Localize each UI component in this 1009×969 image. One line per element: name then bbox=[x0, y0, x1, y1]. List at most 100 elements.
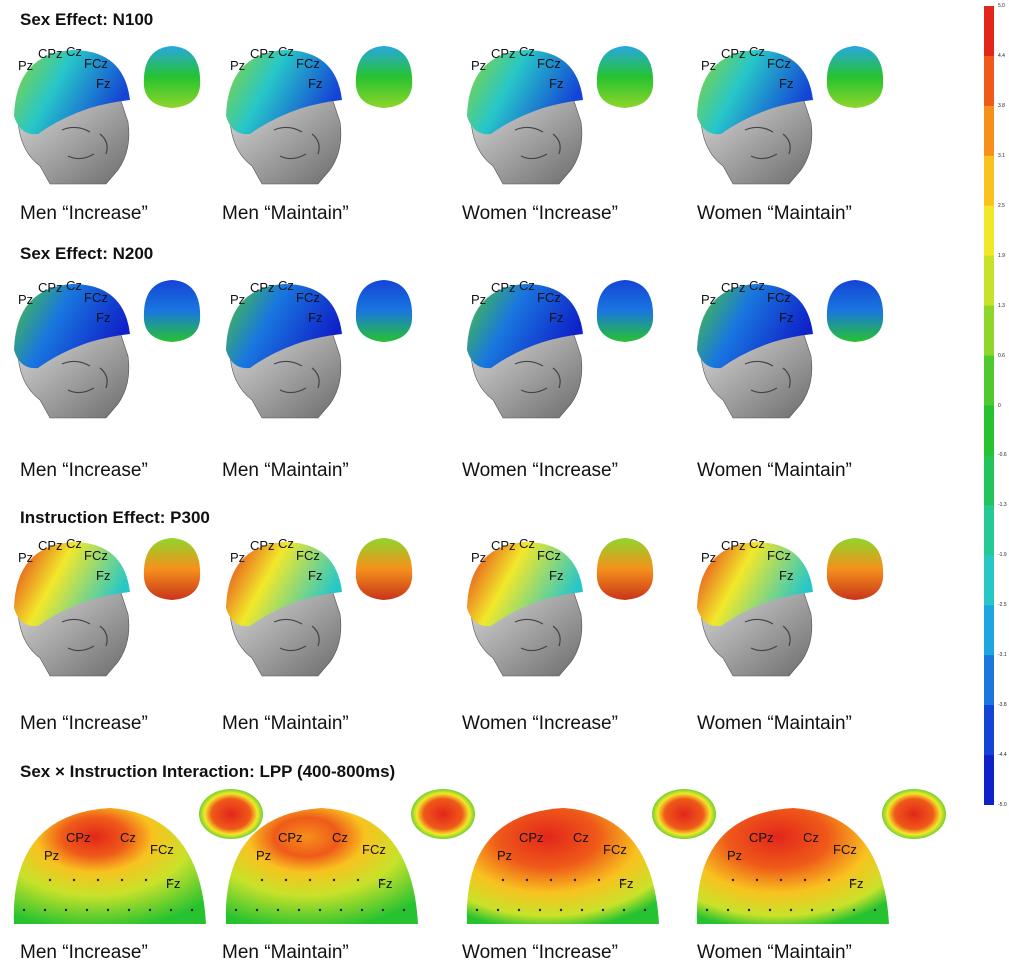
panel-label: Men “Maintain” bbox=[222, 203, 349, 224]
head-3d-render bbox=[222, 272, 352, 422]
colorbar-tick-label: -5.0 bbox=[998, 802, 1007, 808]
section-title: Sex Effect: N200 bbox=[20, 244, 154, 263]
colorbar-tick-label: 4.4 bbox=[998, 52, 1005, 59]
colorbar-swatch bbox=[984, 6, 994, 57]
electrode-label-fcz: FCz bbox=[84, 56, 108, 71]
panel-label: Men “Increase” bbox=[20, 713, 148, 734]
panel-label: Women “Increase” bbox=[462, 203, 618, 224]
scalp-back-view bbox=[350, 276, 418, 346]
electrode-label-fz: Fz bbox=[96, 76, 111, 91]
colorbar-swatch bbox=[984, 305, 994, 357]
scalp-potential-cap bbox=[467, 542, 583, 627]
electrode-label-fz: Fz bbox=[308, 76, 323, 91]
panel-label: Men “Increase” bbox=[20, 203, 148, 224]
colorbar-tick-label: 3.1 bbox=[998, 152, 1005, 159]
scalp-back-view bbox=[138, 276, 206, 346]
colorbar-tick-label: 2.5 bbox=[998, 202, 1005, 209]
electrode-label-cz: Cz bbox=[573, 830, 589, 845]
scalp-back-view bbox=[138, 42, 206, 112]
topographic-map bbox=[693, 800, 893, 932]
electrode-label-cz: Cz bbox=[519, 278, 535, 293]
colorbar-tick-label: 1.9 bbox=[998, 252, 1005, 259]
scalp-back-view bbox=[821, 534, 889, 604]
scalp-back-view bbox=[138, 534, 206, 604]
electrode-label-cz: Cz bbox=[278, 536, 294, 551]
colorbar-swatch bbox=[984, 505, 994, 556]
electrode-label-pz: Pz bbox=[44, 848, 60, 863]
scalp-back-view bbox=[821, 42, 889, 112]
head-3d-render bbox=[10, 272, 140, 422]
electrode-label-cpz: CPz bbox=[66, 830, 91, 845]
electrode-label-fz: Fz bbox=[779, 310, 794, 325]
scalp-back-view bbox=[350, 534, 418, 604]
electrode-label-cz: Cz bbox=[120, 830, 136, 845]
panel-label: Women “Maintain” bbox=[697, 713, 852, 734]
topographic-map bbox=[463, 800, 663, 932]
electrode-label-fz: Fz bbox=[308, 568, 323, 583]
electrode-label-fz: Fz bbox=[96, 568, 111, 583]
colorbar-tick-label: -1.3 bbox=[998, 502, 1007, 509]
electrode-label-cpz: CPz bbox=[519, 830, 544, 845]
colorbar-tick-label: -3.8 bbox=[998, 702, 1007, 709]
colorbar-swatch bbox=[984, 705, 994, 756]
head-3d-render bbox=[463, 38, 593, 188]
colorbar-swatch bbox=[984, 755, 994, 805]
scalp-potential-cap bbox=[226, 542, 342, 627]
electrode-label-cpz: CPz bbox=[250, 538, 275, 553]
scalp-back-view bbox=[591, 276, 659, 346]
electrode-label-pz: Pz bbox=[230, 58, 246, 73]
scalp-back-view bbox=[350, 42, 418, 112]
section-title: Sex Effect: N100 bbox=[20, 10, 154, 29]
electrode-label-fcz: FCz bbox=[767, 548, 791, 563]
electrode-label-fcz: FCz bbox=[150, 842, 174, 857]
electrode-label-pz: Pz bbox=[497, 848, 513, 863]
colorbar-tick-label: 0.6 bbox=[998, 352, 1005, 359]
colorbar-swatch bbox=[984, 255, 994, 307]
electrode-label-pz: Pz bbox=[256, 848, 272, 863]
electrode-label-fz: Fz bbox=[96, 310, 111, 325]
electrode-label-fz: Fz bbox=[308, 310, 323, 325]
electrode-label-fcz: FCz bbox=[84, 290, 108, 305]
colorbar-swatch bbox=[984, 555, 994, 606]
electrode-label-fz: Fz bbox=[549, 310, 564, 325]
electrode-label-pz: Pz bbox=[230, 550, 246, 565]
electrode-label-fcz: FCz bbox=[84, 548, 108, 563]
colorbar-swatch bbox=[984, 205, 994, 257]
panel-label: Men “Increase” bbox=[20, 942, 148, 963]
electrode-label-fz: Fz bbox=[849, 876, 864, 891]
colorbar-tick-label: -4.4 bbox=[998, 752, 1007, 759]
panel-label: Men “Maintain” bbox=[222, 713, 349, 734]
scalp-back-view bbox=[821, 276, 889, 346]
scalp-potential-cap bbox=[697, 50, 813, 135]
electrode-label-fcz: FCz bbox=[296, 290, 320, 305]
electrode-label-fz: Fz bbox=[378, 876, 393, 891]
colorbar-swatch bbox=[984, 105, 994, 157]
electrode-label-cpz: CPz bbox=[721, 538, 746, 553]
electrode-label-cz: Cz bbox=[278, 278, 294, 293]
electrode-label-cpz: CPz bbox=[250, 46, 275, 61]
panel-label: Women “Maintain” bbox=[697, 203, 852, 224]
scalp-potential-cap bbox=[226, 284, 342, 369]
panel-label: Men “Maintain” bbox=[222, 942, 349, 963]
electrode-label-fcz: FCz bbox=[296, 548, 320, 563]
scalp-potential-cap bbox=[14, 284, 130, 369]
head-3d-render bbox=[463, 530, 593, 680]
scalp-back-view bbox=[591, 534, 659, 604]
scalp-top-view bbox=[649, 786, 719, 842]
panel-label: Women “Maintain” bbox=[697, 460, 852, 481]
electrode-label-pz: Pz bbox=[701, 550, 717, 565]
electrode-label-fcz: FCz bbox=[537, 56, 561, 71]
head-3d-render bbox=[693, 530, 823, 680]
electrode-label-fcz: FCz bbox=[767, 56, 791, 71]
head-3d-render bbox=[463, 272, 593, 422]
electrode-label-cz: Cz bbox=[66, 44, 82, 59]
electrode-label-pz: Pz bbox=[727, 848, 743, 863]
head-3d-render bbox=[222, 38, 352, 188]
colorbar-tick-label: 1.3 bbox=[998, 302, 1005, 309]
electrode-label-pz: Pz bbox=[471, 58, 487, 73]
panel-label: Women “Increase” bbox=[462, 460, 618, 481]
electrode-label-pz: Pz bbox=[471, 292, 487, 307]
colorbar-swatch bbox=[984, 405, 994, 456]
electrode-label-cpz: CPz bbox=[278, 830, 303, 845]
colorbar-tick-label: 3.8 bbox=[998, 102, 1005, 109]
